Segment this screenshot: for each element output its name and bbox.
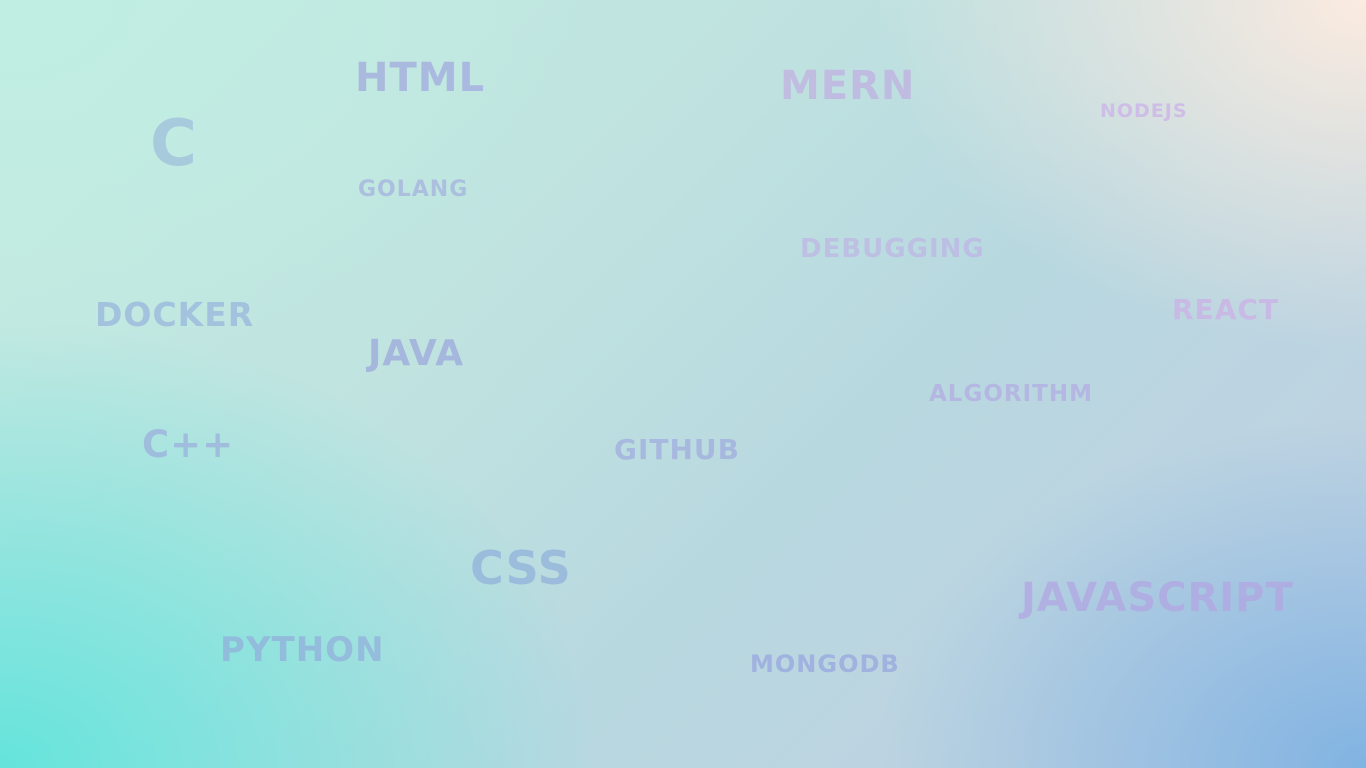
word-docker: DOCKER [95, 295, 255, 334]
word-react: REACT [1172, 293, 1280, 326]
word-nodejs: NODEJS [1100, 100, 1188, 122]
word-cpp: C++ [142, 423, 235, 466]
word-algorithm: ALGORITHM [929, 381, 1093, 407]
word-golang: GOLANG [358, 177, 469, 202]
word-c: C [150, 107, 198, 181]
word-mern: MERN [780, 63, 916, 109]
word-css: CSS [470, 541, 572, 595]
word-mongodb: MONGODB [750, 650, 900, 678]
word-debugging: DEBUGGING [800, 234, 985, 264]
word-java: JAVA [368, 333, 465, 374]
word-github: GITHUB [614, 433, 741, 466]
word-javascript: JAVASCRIPT [1021, 575, 1294, 621]
word-python: PYTHON [220, 630, 385, 670]
word-html: HTML [355, 55, 486, 101]
